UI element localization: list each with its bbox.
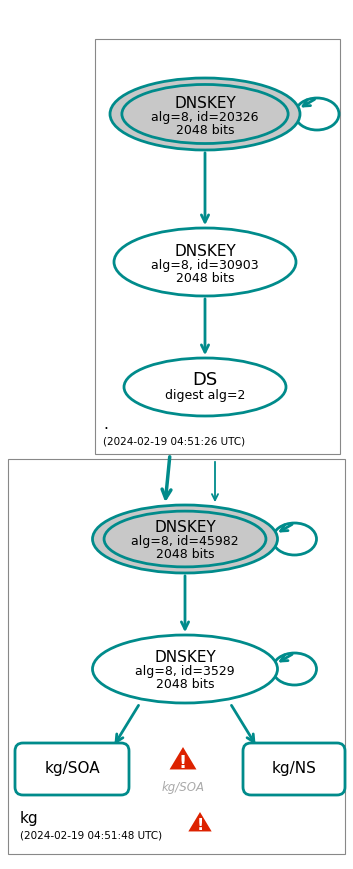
Text: kg/SOA: kg/SOA [44, 761, 100, 777]
Polygon shape [186, 810, 214, 833]
FancyBboxPatch shape [243, 743, 345, 795]
Text: kg/NS: kg/NS [271, 761, 316, 777]
Polygon shape [168, 745, 198, 771]
Bar [8, 459, 345, 854]
Text: !: ! [196, 819, 204, 833]
Ellipse shape [92, 635, 277, 703]
Ellipse shape [104, 511, 266, 567]
Text: alg=8, id=20326: alg=8, id=20326 [151, 110, 259, 123]
Text: 2048 bits: 2048 bits [176, 271, 234, 284]
Text: DNSKEY: DNSKEY [154, 651, 216, 666]
Text: .: . [103, 417, 108, 432]
Text: DS: DS [192, 371, 218, 389]
Ellipse shape [110, 78, 300, 150]
Text: DNSKEY: DNSKEY [154, 521, 216, 535]
Text: (2024-02-19 04:51:26 UTC): (2024-02-19 04:51:26 UTC) [103, 436, 245, 446]
Text: 2048 bits: 2048 bits [176, 123, 234, 136]
FancyBboxPatch shape [15, 743, 129, 795]
Ellipse shape [114, 228, 296, 296]
Text: kg/SOA: kg/SOA [162, 781, 204, 794]
Text: DNSKEY: DNSKEY [174, 96, 236, 110]
Text: DNSKEY: DNSKEY [174, 243, 236, 258]
Bar [95, 39, 340, 454]
Text: kg: kg [20, 811, 38, 826]
Text: 2048 bits: 2048 bits [156, 548, 214, 561]
Text: alg=8, id=45982: alg=8, id=45982 [131, 535, 239, 548]
Text: (2024-02-19 04:51:48 UTC): (2024-02-19 04:51:48 UTC) [20, 831, 162, 841]
Text: 2048 bits: 2048 bits [156, 679, 214, 692]
Ellipse shape [124, 358, 286, 416]
Ellipse shape [122, 84, 288, 143]
Text: alg=8, id=3529: alg=8, id=3529 [135, 666, 235, 679]
Text: digest alg=2: digest alg=2 [165, 388, 245, 401]
Text: !: ! [179, 754, 187, 772]
Ellipse shape [92, 505, 277, 573]
Text: alg=8, id=30903: alg=8, id=30903 [151, 258, 259, 271]
